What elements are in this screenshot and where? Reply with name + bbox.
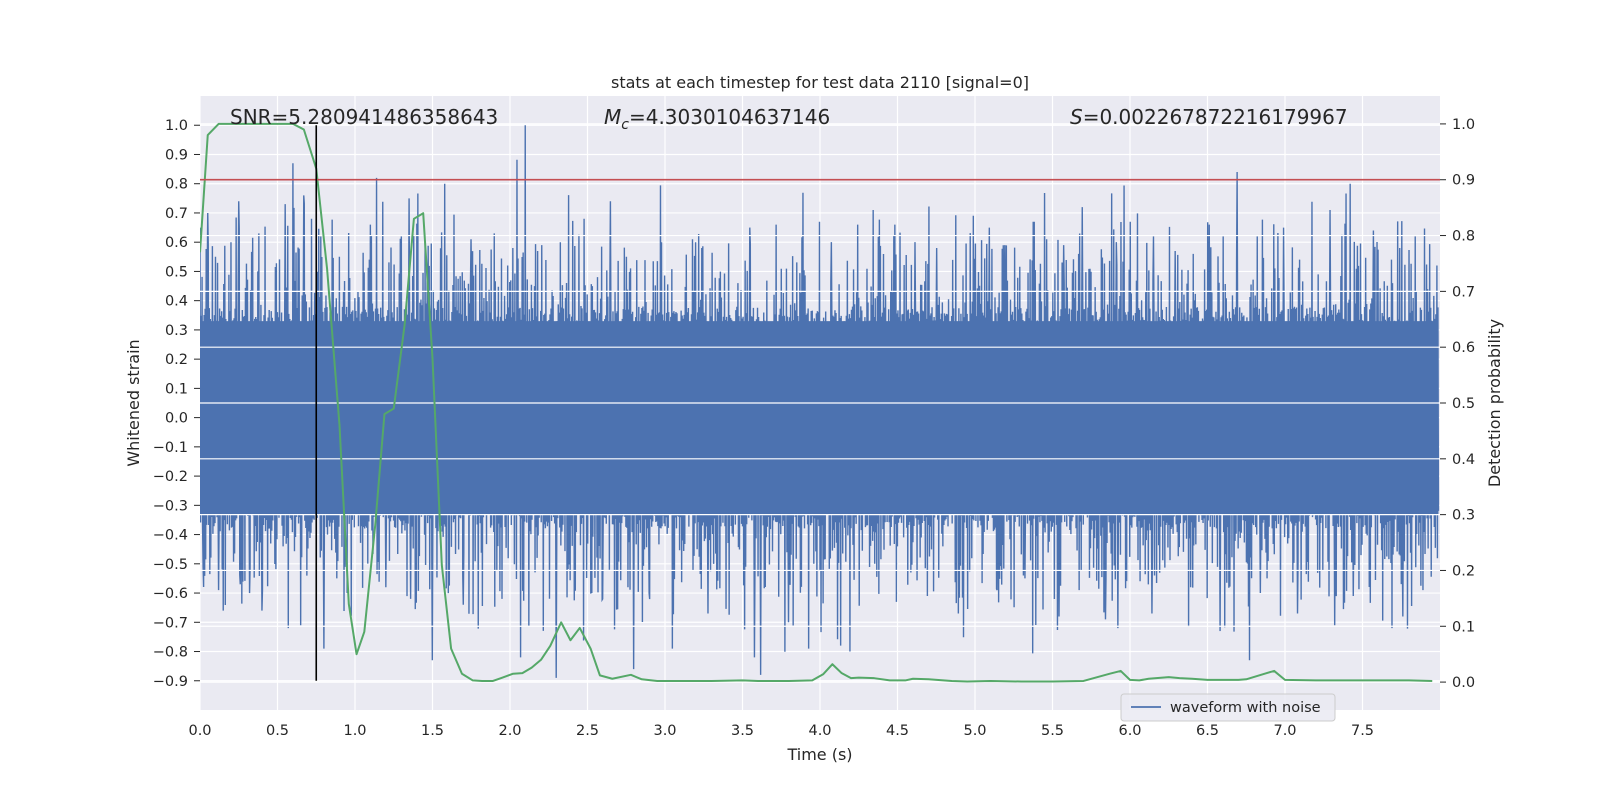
- x-tick-label: 4.5: [886, 723, 909, 739]
- x-tick-label: 2.0: [498, 723, 521, 739]
- right-tick-label: 0.1: [1452, 619, 1475, 635]
- chirp-mass-symbol: M: [604, 105, 621, 129]
- y-tick-label: −0.1: [153, 440, 188, 456]
- chart-title: stats at each timestep for test data 211…: [611, 73, 1029, 92]
- y-tick-label: 1.0: [165, 118, 188, 134]
- right-tick-label: 0.8: [1452, 229, 1475, 245]
- y-tick-label: 0.1: [165, 381, 188, 397]
- x-tick-label: 1.5: [421, 723, 444, 739]
- right-y-axis-label: Detection probability: [1485, 319, 1504, 487]
- x-tick-label: 0.5: [266, 723, 289, 739]
- right-tick-label: 0.6: [1452, 340, 1475, 356]
- x-axis-ticks: 0.0 0.5 1.0 1.5 2.0 2.5 3.0 3.5 4.0 4.5 5.0 5.5 6.0 6…: [188, 723, 1374, 739]
- right-axis-ticks: 0.0 0.1 0.2 0.3 0.4 0.5 0.6 0.7 0.8 0.9 1.0: [1440, 117, 1475, 691]
- waveform-with-noise-series: [200, 125, 1440, 678]
- y-axis-label: Whitened strain: [124, 339, 143, 466]
- y-tick-label: −0.5: [153, 557, 188, 573]
- y-axis-ticks: −0.9 −0.8 −0.7 −0.6 −0.5 −0.4 −0.3 −0.2 −0.1 0.0 0…: [153, 118, 200, 690]
- legend-box: [1120, 693, 1336, 722]
- y-tick-label: 0.5: [165, 264, 188, 280]
- y-tick-label: −0.6: [153, 586, 188, 602]
- y-tick-label: −0.9: [153, 674, 188, 690]
- s-statistic-symbol: S: [1070, 105, 1083, 129]
- x-axis-label: Time (s): [786, 745, 852, 764]
- x-tick-label: 5.0: [963, 723, 986, 739]
- x-tick-label: 0.0: [188, 723, 211, 739]
- right-tick-label: 0.3: [1452, 508, 1475, 524]
- right-tick-label: 1.0: [1452, 117, 1475, 133]
- legend: waveform with noise: [1120, 693, 1336, 722]
- chirp-mass-annotation: Mc=4.3030104637146: [604, 105, 830, 133]
- y-tick-label: 0.8: [165, 177, 188, 193]
- x-tick-label: 5.5: [1041, 723, 1064, 739]
- x-tick-label: 7.0: [1273, 723, 1296, 739]
- y-tick-label: −0.8: [153, 645, 188, 661]
- y-tick-label: −0.4: [153, 528, 188, 544]
- x-tick-label: 6.0: [1118, 723, 1141, 739]
- s-statistic-annotation: S=0.002267872216179967: [1070, 105, 1348, 129]
- right-tick-label: 0.7: [1452, 284, 1475, 300]
- right-tick-label: 0.4: [1452, 452, 1475, 468]
- s-statistic-value: =0.002267872216179967: [1083, 105, 1348, 129]
- chirp-mass-value: =4.3030104637146: [629, 105, 830, 129]
- x-tick-label: 2.5: [576, 723, 599, 739]
- y-tick-label: 0.9: [165, 147, 188, 163]
- right-tick-label: 0.9: [1452, 173, 1475, 189]
- y-tick-label: −0.2: [153, 469, 188, 485]
- waveform-dense-band: [200, 321, 1439, 515]
- y-tick-label: 0.7: [165, 206, 188, 222]
- detection-probability-series: [200, 122, 1433, 683]
- x-tick-label: 4.0: [808, 723, 831, 739]
- y-tick-label: 0.3: [165, 323, 188, 339]
- y-tick-label: 0.6: [165, 235, 188, 251]
- x-tick-label: 7.5: [1351, 723, 1374, 739]
- right-tick-label: 0.2: [1452, 563, 1475, 579]
- y-tick-label: −0.7: [153, 615, 188, 631]
- x-tick-label: 6.5: [1196, 723, 1219, 739]
- y-tick-label: 0.2: [165, 352, 188, 368]
- y-tick-label: 0.4: [165, 294, 188, 310]
- y-tick-label: 0.0: [165, 411, 188, 427]
- x-tick-label: 3.5: [731, 723, 754, 739]
- x-tick-label: 1.0: [343, 723, 366, 739]
- legend-label-waveform: waveform with noise: [1170, 700, 1321, 716]
- x-tick-label: 3.0: [653, 723, 676, 739]
- snr-annotation: SNR=5.280941486358643: [230, 105, 498, 129]
- right-tick-label: 0.5: [1452, 396, 1475, 412]
- y-tick-label: −0.3: [153, 498, 188, 514]
- detection-probability-line: [200, 122, 1433, 683]
- chirp-mass-subscript: c: [621, 117, 629, 133]
- right-tick-label: 0.0: [1452, 675, 1475, 691]
